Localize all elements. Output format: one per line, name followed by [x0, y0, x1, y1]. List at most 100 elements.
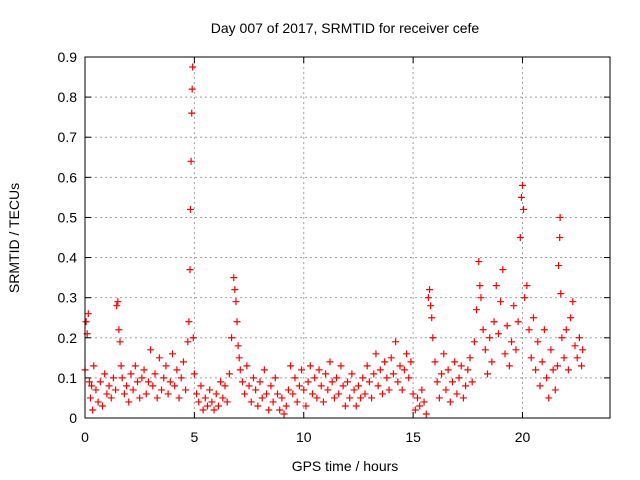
data-point [579, 346, 587, 354]
data-point [416, 402, 424, 410]
data-point [433, 378, 441, 386]
data-point [254, 402, 262, 410]
data-point [545, 394, 553, 402]
x-tick-label: 15 [405, 429, 421, 445]
data-point [282, 402, 290, 410]
data-point [212, 390, 220, 398]
data-point [525, 326, 533, 334]
data-point [370, 370, 378, 378]
data-point [438, 370, 446, 378]
plot-frame [84, 56, 611, 419]
data-point [233, 318, 241, 326]
y-tick-label: 0.9 [58, 49, 78, 65]
data-point [169, 350, 176, 358]
data-point [453, 390, 461, 398]
data-point [225, 370, 233, 378]
data-point [319, 398, 327, 406]
data-point [520, 205, 528, 213]
data-point [113, 302, 121, 310]
data-point [571, 342, 579, 350]
data-point [348, 370, 356, 378]
data-point [359, 374, 367, 382]
data-point [217, 378, 225, 386]
data-point [328, 378, 336, 386]
data-point [306, 362, 314, 370]
data-point [289, 390, 297, 398]
data-point [381, 358, 389, 366]
data-point [185, 318, 193, 326]
data-point [186, 205, 194, 213]
data-point [422, 410, 430, 418]
data-point [315, 366, 323, 374]
data-point [304, 378, 312, 386]
data-point [84, 310, 92, 318]
data-point [521, 294, 529, 302]
data-point [414, 394, 421, 402]
data-point [249, 374, 257, 382]
data-point [243, 362, 251, 370]
data-point [394, 378, 402, 386]
data-point [547, 346, 555, 354]
data-point [245, 382, 253, 390]
data-point [398, 386, 406, 394]
data-point [551, 386, 559, 394]
data-point [543, 374, 551, 382]
data-point [324, 386, 332, 394]
data-point [239, 378, 246, 386]
data-point [407, 358, 415, 366]
data-point [418, 386, 426, 394]
data-point [298, 366, 306, 374]
data-point [164, 390, 172, 398]
data-point [263, 390, 271, 398]
data-point [352, 402, 360, 410]
data-point [464, 366, 472, 374]
data-point [265, 406, 273, 414]
data-point [302, 402, 310, 410]
data-point [529, 314, 537, 322]
data-point [562, 326, 570, 334]
data-point [309, 390, 316, 398]
data-point [199, 406, 207, 414]
data-point [538, 358, 546, 366]
data-point [247, 398, 255, 406]
data-point [173, 366, 181, 374]
data-point [499, 266, 507, 274]
data-point [330, 394, 338, 402]
data-point [527, 354, 535, 362]
y-tick-label: 0.1 [58, 370, 78, 386]
data-point [350, 386, 358, 394]
data-point [189, 63, 197, 71]
data-point [188, 85, 196, 93]
data-point [256, 378, 264, 386]
data-point [114, 298, 122, 306]
data-point [177, 374, 185, 382]
data-point [236, 366, 244, 374]
data-point [195, 398, 203, 406]
data-point [142, 390, 150, 398]
y-tick-label: 0.2 [58, 330, 78, 346]
data-point [519, 181, 526, 189]
data-point [210, 406, 218, 414]
data-point [155, 354, 163, 362]
data-point [234, 342, 242, 350]
data-point [354, 382, 362, 390]
data-point [420, 398, 428, 406]
data-point [435, 394, 443, 402]
data-point [392, 338, 400, 346]
data-point [166, 378, 174, 386]
data-point [228, 334, 236, 342]
data-point [554, 362, 561, 370]
data-point [149, 382, 157, 390]
data-point [127, 370, 135, 378]
data-point [470, 338, 478, 346]
data-point [241, 390, 249, 398]
data-point [523, 282, 531, 290]
data-point [488, 358, 496, 366]
data-point [82, 318, 90, 326]
data-point [313, 394, 321, 402]
data-point [129, 386, 137, 394]
data-point [411, 406, 419, 414]
data-point [123, 382, 131, 390]
data-point [214, 402, 222, 410]
data-point [383, 374, 391, 382]
